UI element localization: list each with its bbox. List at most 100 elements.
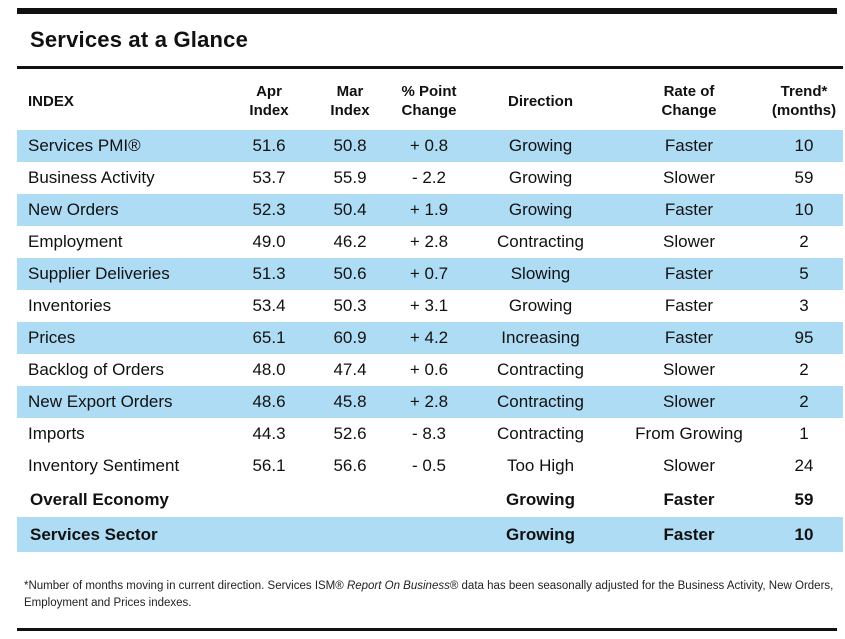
row-rate: Faster — [613, 322, 765, 354]
row-mar: 60.9 — [310, 322, 390, 354]
glance-table: INDEX Apr Index Mar Index % Point Change Di… — [17, 72, 843, 552]
header-mar: Mar Index — [330, 83, 370, 119]
header-index: INDEX — [28, 92, 74, 110]
row-mar: 50.8 — [310, 130, 390, 162]
footnote-text-end: ® data has been seasonally adjusted for … — [24, 580, 834, 609]
row-rate: Slower — [663, 456, 715, 475]
table-row: New Export Orders 48.6 45.8 + 2.8 Contra… — [17, 386, 843, 418]
row-direction: Contracting — [497, 424, 584, 443]
header-direction: Direction — [507, 92, 573, 110]
row-trend: 2 — [799, 232, 809, 251]
row-direction: Contracting — [497, 360, 584, 379]
row-apr: 65.1 — [228, 322, 310, 354]
table-row: Services PMI® 51.6 50.8 + 0.8 Growing Fa… — [17, 130, 843, 162]
row-direction: Growing — [468, 130, 613, 162]
row-mar: 47.4 — [333, 360, 367, 379]
summary-row-overall-economy: Overall Economy Growing Faster 59 — [17, 482, 843, 517]
row-rate: Slower — [663, 360, 715, 379]
summary-direction: Growing — [468, 517, 613, 552]
summary-direction: Growing — [506, 489, 575, 509]
row-name: Backlog of Orders — [28, 360, 165, 379]
row-change: - 0.5 — [411, 456, 447, 475]
footnote: *Number of months moving in current dire… — [24, 578, 834, 612]
table-row: Prices 65.1 60.9 + 4.2 Increasing Faster… — [17, 322, 843, 354]
row-apr: 44.3 — [252, 424, 286, 443]
page-title: Services at a Glance — [30, 27, 249, 52]
row-change: + 2.8 — [390, 386, 468, 418]
footnote-text-start: *Number of months moving in current dire… — [24, 580, 347, 592]
row-rate: Faster — [664, 296, 714, 315]
row-apr: 53.4 — [252, 296, 286, 315]
row-rate: From Growing — [635, 424, 743, 443]
row-rate: Faster — [613, 194, 765, 226]
row-direction: Growing — [508, 168, 573, 187]
row-name: Inventories — [28, 296, 112, 315]
row-apr: 48.0 — [252, 360, 286, 379]
row-rate: Slower — [663, 232, 715, 251]
row-trend: 3 — [799, 296, 809, 315]
row-apr: 53.7 — [252, 168, 286, 187]
table-row: Imports 44.3 52.6 - 8.3 Contracting From… — [17, 418, 843, 450]
summary-name: Overall Economy — [30, 489, 169, 509]
row-direction: Growing — [468, 194, 613, 226]
row-apr: 48.6 — [228, 386, 310, 418]
bottom-rule — [17, 628, 837, 631]
row-name: New Orders — [17, 194, 228, 226]
table-row: Employment 49.0 46.2 + 2.8 Contracting S… — [17, 226, 843, 258]
header-apr: Apr Index — [249, 83, 289, 119]
header-rate: Rate of Change — [661, 83, 717, 119]
table-row: Backlog of Orders 48.0 47.4 + 0.6 Contra… — [17, 354, 843, 386]
row-direction: Increasing — [468, 322, 613, 354]
row-mar: 46.2 — [333, 232, 367, 251]
table-row: Business Activity 53.7 55.9 - 2.2 Growin… — [17, 162, 843, 194]
row-change: - 8.3 — [411, 424, 447, 443]
row-rate: Faster — [613, 258, 765, 290]
row-apr: 56.1 — [252, 456, 286, 475]
row-trend: 1 — [799, 424, 809, 443]
row-trend: 10 — [765, 194, 843, 226]
row-name: Employment — [28, 232, 123, 251]
row-apr: 52.3 — [228, 194, 310, 226]
row-name: Prices — [17, 322, 228, 354]
row-trend: 2 — [799, 360, 809, 379]
row-mar: 55.9 — [333, 168, 367, 187]
row-change: + 1.9 — [390, 194, 468, 226]
header-change: % Point Change — [401, 83, 457, 119]
row-name: Imports — [28, 424, 85, 443]
row-change: + 0.7 — [390, 258, 468, 290]
summary-trend: 59 — [794, 489, 814, 509]
row-trend: 24 — [794, 456, 814, 475]
row-change: + 4.2 — [390, 322, 468, 354]
header-rule — [17, 66, 843, 69]
top-rule — [17, 8, 837, 14]
row-name: Business Activity — [28, 168, 155, 187]
row-trend: 2 — [765, 386, 843, 418]
summary-name: Services Sector — [17, 517, 228, 552]
row-mar: 50.4 — [310, 194, 390, 226]
row-change: + 0.8 — [390, 130, 468, 162]
row-mar: 52.6 — [333, 424, 367, 443]
row-trend: 5 — [765, 258, 843, 290]
row-direction: Contracting — [468, 386, 613, 418]
row-apr: 51.6 — [228, 130, 310, 162]
row-mar: 50.3 — [333, 296, 367, 315]
row-name: Services PMI® — [17, 130, 228, 162]
row-change: + 3.1 — [409, 296, 449, 315]
row-name: Inventory Sentiment — [28, 456, 180, 475]
row-direction: Growing — [508, 296, 573, 315]
summary-rate: Faster — [663, 489, 715, 509]
summary-trend: 10 — [765, 517, 843, 552]
row-name: Supplier Deliveries — [17, 258, 228, 290]
summary-rate: Faster — [613, 517, 765, 552]
row-trend: 59 — [794, 168, 814, 187]
row-mar: 56.6 — [333, 456, 367, 475]
table-row: Inventory Sentiment 56.1 56.6 - 0.5 Too … — [17, 450, 843, 482]
row-apr: 51.3 — [228, 258, 310, 290]
table-header-row: INDEX Apr Index Mar Index % Point Change Di… — [17, 72, 843, 130]
row-rate: Slower — [663, 168, 715, 187]
row-mar: 45.8 — [310, 386, 390, 418]
row-direction: Contracting — [497, 232, 584, 251]
row-rate: Slower — [613, 386, 765, 418]
row-direction: Slowing — [468, 258, 613, 290]
summary-row-services-sector: Services Sector Growing Faster 10 — [17, 517, 843, 552]
